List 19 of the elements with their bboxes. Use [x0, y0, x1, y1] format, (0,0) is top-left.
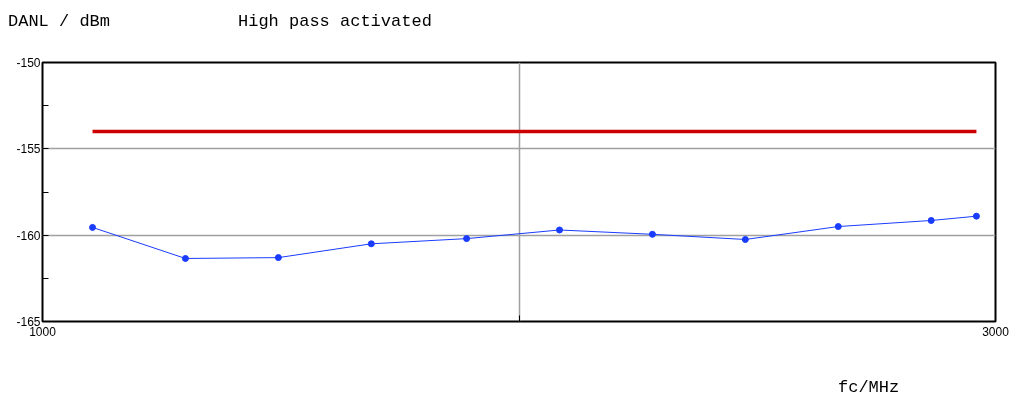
point: [648, 230, 656, 238]
point: [463, 235, 471, 243]
x-tick-label: 3000: [982, 324, 1010, 339]
y-tick-label: -165: [16, 315, 41, 329]
y-tick-label: -160: [16, 228, 41, 243]
point: [367, 240, 375, 248]
point: [972, 212, 980, 220]
point: [741, 235, 749, 243]
chart-title: High pass activated: [238, 11, 432, 33]
point: [274, 254, 282, 262]
y-tick-label: -155: [16, 142, 41, 157]
point: [89, 223, 97, 231]
y-tick-label: -150: [16, 56, 41, 70]
point: [181, 254, 189, 262]
point: [556, 226, 563, 234]
point: [834, 223, 842, 231]
y-axis-title: DANL / dBm: [8, 11, 111, 33]
x-axis-title: fc/MHz: [838, 377, 900, 399]
point: [927, 217, 935, 224]
